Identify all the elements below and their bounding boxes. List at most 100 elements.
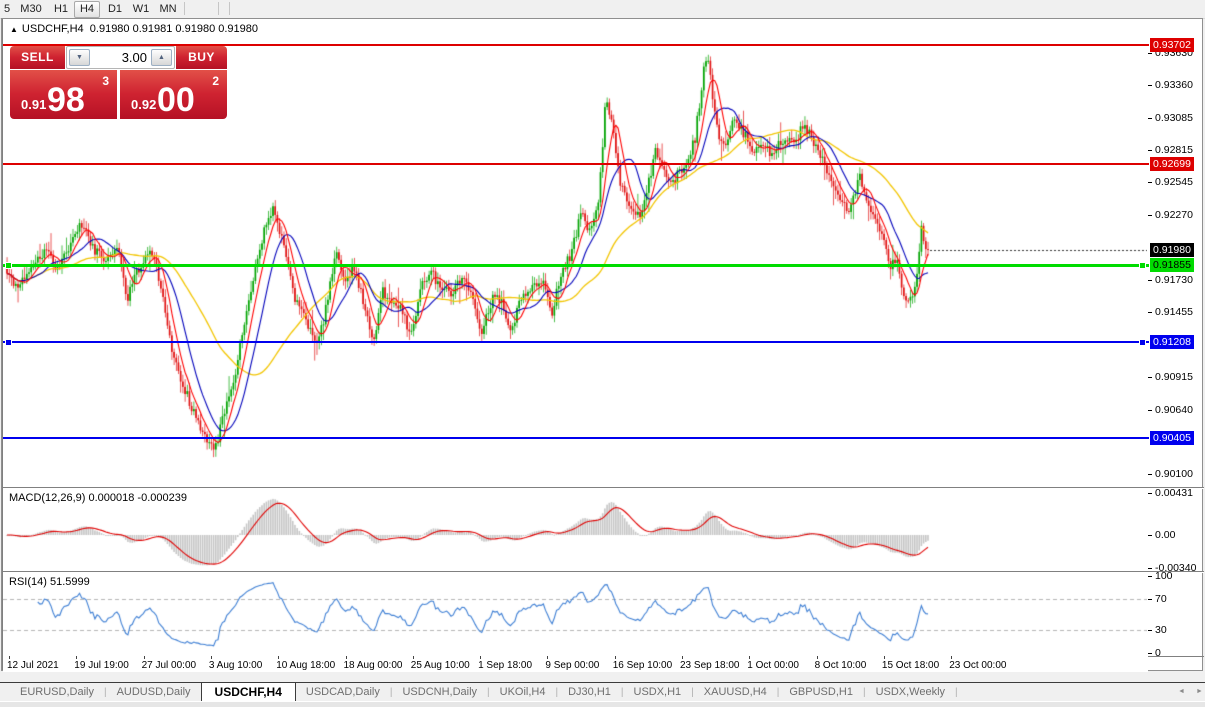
timeframe-button-h4[interactable]: H4 (74, 1, 100, 18)
axis-tick (1148, 493, 1152, 494)
tab-separator: | (776, 687, 780, 698)
axis-tick (1148, 53, 1152, 54)
macd-indicator-canvas[interactable] (3, 489, 1147, 571)
horizontal-line-0.92699[interactable] (3, 163, 1149, 166)
price-marker-0.90405: 0.90405 (1150, 430, 1194, 445)
timeframe-button-h1[interactable]: H1 (53, 3, 69, 15)
axis-tick (1148, 377, 1152, 378)
price-marker-0.91980: 0.91980 (1150, 242, 1194, 257)
buy-button[interactable]: BUY (176, 46, 227, 69)
tab-scroll-right-icon[interactable]: ► (1196, 688, 1203, 695)
time-tick-label: 25 Aug 10:00 (410, 660, 470, 671)
macd-tick-label: 0.00431 (1155, 487, 1193, 500)
time-tick (614, 656, 616, 659)
sell-price-prefix: 0.91 (21, 97, 47, 112)
tab-separator: | (555, 687, 559, 698)
chart-tab-dj30[interactable]: DJ30,H1 (568, 686, 611, 698)
time-tick (816, 656, 818, 659)
time-axis: 12 Jul 2021 19 Jul 19:00 27 Jul 00:00 3 Aug… (3, 656, 1148, 672)
macd-label: MACD(12,26,9) 0.000018 -0.000239 (9, 492, 187, 504)
volume-decrease-icon[interactable]: ▼ (69, 49, 90, 66)
sell-button[interactable]: SELL (10, 46, 65, 69)
time-tick-label: 1 Oct 00:00 (747, 660, 799, 671)
time-tick-label: 23 Oct 00:00 (949, 660, 1007, 671)
price-tick-label: 0.92545 (1155, 176, 1193, 189)
time-tick (9, 656, 10, 659)
timeframe-button-m30[interactable]: M30 (20, 3, 42, 15)
price-tick-label: 0.90100 (1155, 467, 1193, 480)
tab-separator: | (620, 687, 624, 698)
rsi-indicator-canvas[interactable] (3, 573, 1147, 656)
price-tick-label: 0.90640 (1155, 403, 1193, 416)
time-tick-label: 10 Aug 18:00 (276, 660, 336, 671)
chart-tab-usdx[interactable]: USDX,H1 (633, 686, 682, 698)
price-marker-0.91208: 0.91208 (1150, 334, 1194, 349)
line-handle[interactable] (1139, 261, 1146, 269)
axis-tick (1148, 410, 1152, 411)
buy-price-sup: 2 (212, 74, 219, 88)
time-tick-label: 18 Aug 00:00 (343, 660, 403, 671)
horizontal-line-0.91855[interactable] (3, 263, 1149, 267)
chart-tab-usdcad[interactable]: USDCAD,Daily (305, 686, 380, 698)
toolbar-separator (218, 2, 219, 15)
buy-price-display[interactable]: 0.92 00 2 (120, 70, 227, 119)
buy-price-prefix: 0.92 (131, 97, 157, 112)
price-tick-label: 0.92270 (1155, 209, 1193, 222)
status-bar-edge (0, 701, 1205, 707)
timeframe-button-d1[interactable]: D1 (107, 3, 123, 15)
axis-tick (1148, 568, 1152, 569)
axis-tick (1148, 535, 1152, 536)
chart-tab-usdcnh[interactable]: USDCNH,Daily (402, 686, 478, 698)
time-tick (682, 656, 683, 659)
axis-tick (1148, 630, 1152, 631)
line-handle[interactable] (1139, 338, 1146, 346)
tab-scroll-left-icon[interactable]: ◄ (1178, 688, 1185, 695)
time-tick (143, 656, 145, 659)
timeframe-button-mn[interactable]: MN (159, 3, 177, 15)
price-marker-0.93702: 0.93702 (1150, 37, 1194, 52)
price-marker-0.91855: 0.91855 (1150, 257, 1194, 272)
sell-price-display[interactable]: 0.91 98 3 (10, 70, 117, 119)
timeframe-button-5[interactable]: 5 (3, 3, 11, 15)
pane-separator[interactable] (2, 571, 1204, 573)
time-tick-label: 8 Oct 10:00 (814, 660, 867, 671)
chart-tab-usdx[interactable]: USDX,Weekly (875, 686, 946, 698)
macd-tick-label: -0.00340 (1155, 561, 1197, 574)
axis-tick (1148, 599, 1152, 600)
chart-tab-eurusd[interactable]: EURUSD,Daily (20, 686, 94, 698)
time-tick (412, 656, 414, 659)
price-tick-label: 0.93085 (1155, 112, 1193, 125)
volume-increase-icon[interactable]: ▲ (151, 49, 172, 66)
toolbar-separator (229, 2, 230, 15)
horizontal-line-0.93702[interactable] (3, 43, 1149, 46)
toolbar-separator (184, 2, 185, 15)
chart-window: ▲USDCHF,H4 0.91980 0.91981 0.91980 0.919… (1, 18, 1204, 672)
time-tick (76, 656, 78, 659)
line-handle[interactable] (5, 338, 12, 346)
time-tick-label: 1 Sep 18:00 (478, 660, 533, 671)
time-tick-label: 16 Sep 10:00 (612, 660, 673, 671)
chart-tab-audusd[interactable]: AUDUSD,Daily (116, 686, 191, 698)
chart-tab-usdchf[interactable]: USDCHF,H4 (200, 681, 296, 703)
axis-tick (1148, 312, 1152, 313)
chart-tab-ukoil[interactable]: UKOil,H4 (499, 686, 546, 698)
one-click-trading-panel: SELL ▼ 3.00 ▲ BUY 0.91 98 3 0.92 00 2 (10, 46, 227, 119)
horizontal-line-0.90405[interactable] (3, 436, 1149, 439)
tab-separator: | (487, 687, 490, 698)
timeframe-toolbar: 5 M30 H1 H4 D1 W1 MN (0, 0, 1205, 19)
axis-tick (1148, 280, 1152, 281)
line-handle[interactable] (5, 261, 12, 269)
time-tick-label: 19 Jul 19:00 (74, 660, 129, 671)
time-tick-label: 23 Sep 18:00 (680, 660, 740, 671)
chart-tab-gbpusd[interactable]: GBPUSD,H1 (789, 686, 853, 698)
price-tick-label: 0.91730 (1155, 273, 1193, 286)
axis-tick (1148, 474, 1152, 475)
timeframe-button-w1[interactable]: W1 (132, 3, 150, 15)
tab-separator: | (862, 687, 866, 698)
axis-tick (1148, 653, 1152, 654)
time-tick (480, 656, 482, 659)
pane-separator[interactable] (2, 487, 1204, 489)
horizontal-line-0.91208[interactable] (3, 340, 1149, 343)
volume-field[interactable]: 3.00 (121, 50, 147, 65)
chart-tab-xauusd[interactable]: XAUUSD,H4 (703, 686, 767, 698)
